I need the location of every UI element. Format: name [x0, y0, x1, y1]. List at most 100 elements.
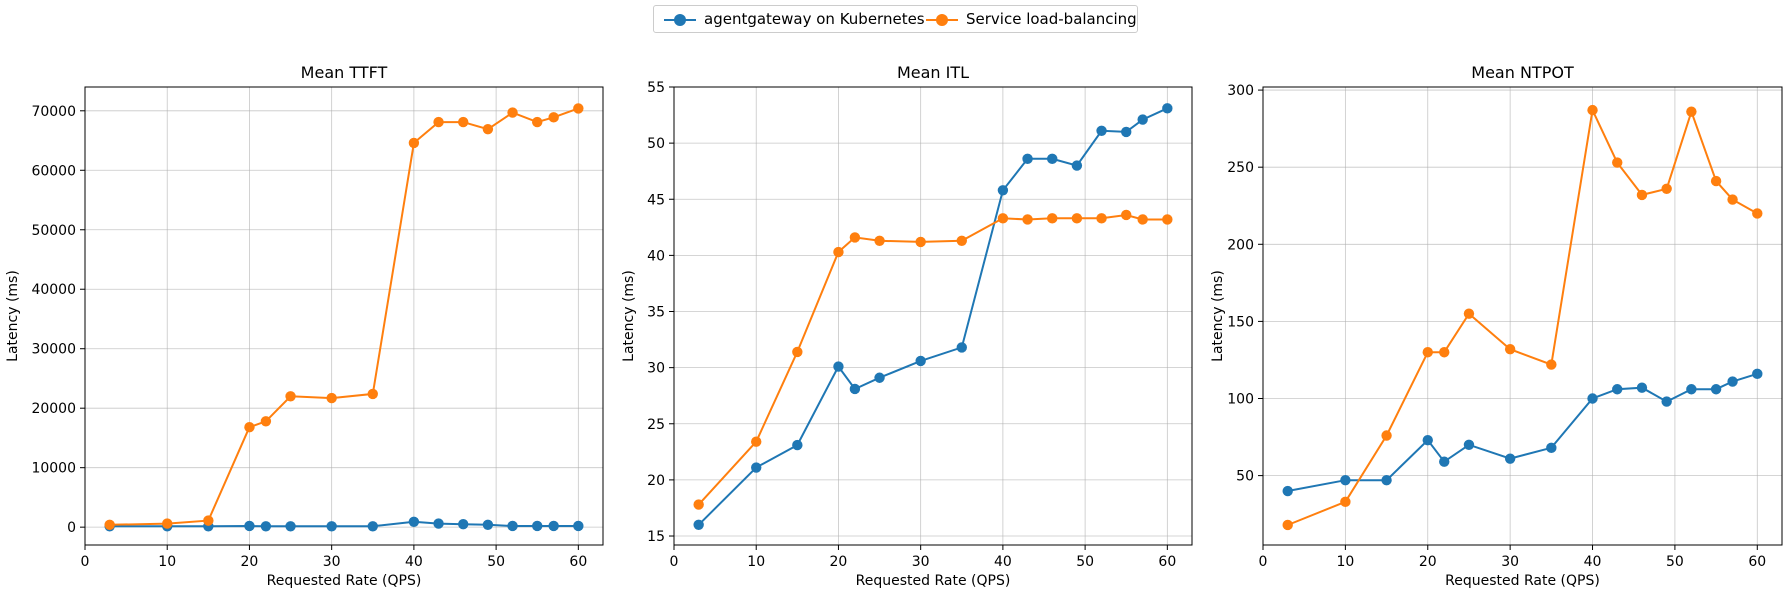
data-point [1340, 475, 1351, 486]
x-tick-label: 30 [912, 554, 930, 570]
y-tick-label: 35 [647, 305, 665, 321]
data-point [573, 103, 584, 114]
data-point [507, 520, 518, 532]
data-point [1504, 343, 1516, 355]
data-point [849, 232, 861, 243]
data-point [1422, 347, 1433, 358]
data-point [1071, 160, 1083, 171]
data-point [573, 520, 584, 532]
series-line-0 [1287, 372, 1758, 492]
data-point [507, 107, 518, 118]
data-point [1710, 175, 1722, 187]
y-tick-label: 150 [1227, 314, 1254, 330]
data-point [1727, 376, 1738, 387]
data-point [1071, 213, 1083, 224]
data-point [532, 116, 543, 128]
data-point [1121, 209, 1132, 221]
data-point [1381, 430, 1392, 441]
x-tick-label: 30 [323, 554, 341, 570]
y-tick-label: 60000 [31, 163, 76, 179]
legend-marker-0 [674, 14, 686, 26]
data-point [1463, 308, 1475, 319]
data-point [792, 346, 803, 358]
data-point [260, 521, 272, 532]
x-tick-label: 60 [1158, 554, 1176, 570]
data-point [285, 391, 296, 402]
data-point [997, 213, 1009, 224]
data-point [1162, 103, 1173, 114]
data-point [1727, 194, 1738, 205]
data-point [367, 388, 378, 400]
y-tick-label: 0 [67, 520, 76, 536]
y-tick-label: 300 [1227, 83, 1254, 99]
axes-frame [1262, 86, 1783, 546]
data-point [874, 235, 885, 246]
y-tick-label: 250 [1227, 160, 1254, 176]
y-tick-label: 40 [647, 248, 665, 264]
data-point [997, 185, 1009, 196]
x-tick-label: 0 [1259, 554, 1268, 570]
data-point [532, 520, 543, 532]
data-point [956, 342, 967, 353]
y-tick-label: 100 [1227, 392, 1254, 408]
x-tick-label: 10 [747, 554, 765, 570]
data-point [1022, 214, 1033, 225]
legend-label-1: Service load-balancing [966, 10, 1137, 28]
legend: agentgateway on Kubernetes Service load-… [653, 5, 1138, 33]
series-line-1 [697, 213, 1168, 506]
data-point [1546, 442, 1557, 454]
data-point [1587, 393, 1598, 404]
data-point [548, 112, 559, 123]
data-point [1096, 125, 1107, 136]
data-point [1661, 396, 1672, 407]
x-tick-label: 20 [830, 554, 848, 570]
series-line-1 [109, 107, 579, 526]
axes-frame [84, 86, 604, 546]
data-point [1282, 485, 1293, 497]
data-point [1710, 384, 1722, 395]
data-point [792, 439, 803, 451]
x-tick-label: 50 [487, 554, 505, 570]
data-point [326, 392, 337, 404]
y-tick-label: 70000 [31, 104, 76, 120]
y-tick-label: 200 [1227, 237, 1254, 253]
data-point [1546, 359, 1557, 370]
x-tick-label: 0 [81, 554, 90, 570]
data-point [1612, 157, 1623, 168]
chart-panel-0: 0 10 20 30 40 50 60 0 10000 20000 30000 40000 50000 6… [5, 63, 604, 589]
data-point [693, 519, 704, 530]
y-tick-label: 20000 [31, 401, 76, 417]
chart-panel-2: 0 10 20 30 40 50 60 50 100 150 200 250 300 Mean NTPOT… [1210, 63, 1783, 589]
y-tick-label: 50 [1236, 469, 1254, 485]
data-point [1022, 153, 1033, 165]
data-point [1340, 496, 1351, 508]
x-tick-label: 40 [405, 554, 423, 570]
x-tick-label: 20 [241, 554, 259, 570]
data-point [1636, 382, 1648, 393]
y-tick-label: 25 [647, 417, 665, 433]
data-point [1047, 213, 1058, 224]
data-point [1463, 439, 1475, 450]
y-tick-label: 45 [647, 192, 665, 208]
data-point [482, 124, 494, 135]
chart-title: Mean ITL [897, 63, 969, 82]
data-point [1752, 368, 1763, 380]
y-tick-label: 10000 [31, 461, 76, 477]
data-point [956, 235, 967, 246]
y-tick-label: 20 [647, 473, 665, 489]
data-point [1504, 453, 1516, 464]
y-tick-label: 50000 [31, 223, 76, 239]
legend-label-0: agentgateway on Kubernetes [704, 10, 925, 28]
y-tick-label: 30000 [31, 342, 76, 358]
data-point [915, 355, 926, 367]
y-tick-label: 50 [647, 136, 665, 152]
x-tick-label: 40 [994, 554, 1012, 570]
x-tick-label: 40 [1584, 554, 1602, 570]
data-point [408, 137, 420, 149]
data-point [1439, 347, 1450, 358]
data-point [1439, 456, 1450, 467]
x-tick-label: 0 [670, 554, 679, 570]
data-point [1686, 384, 1697, 395]
data-point [260, 416, 272, 427]
